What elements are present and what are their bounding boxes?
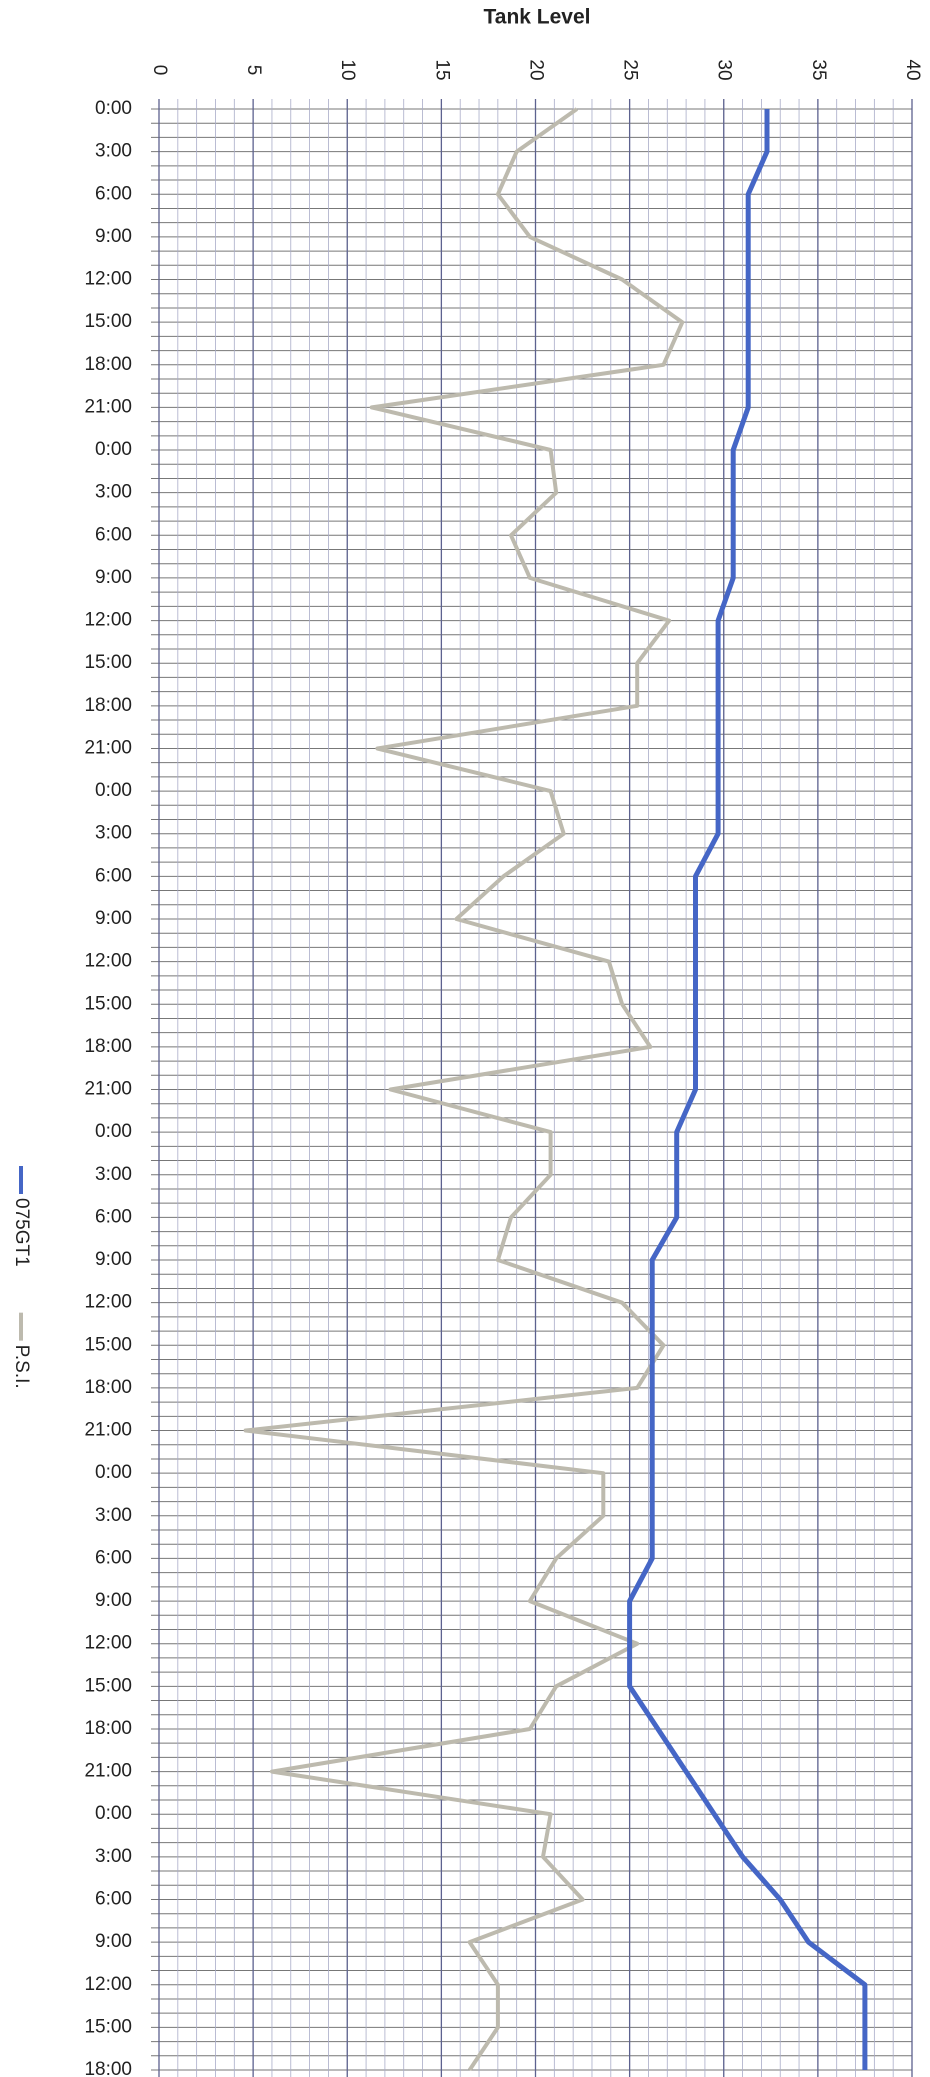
category-label: 12:00 <box>84 1292 132 1313</box>
category-label: 6:00 <box>95 1547 132 1568</box>
category-label: 9:00 <box>95 226 132 247</box>
category-label: 15:00 <box>84 652 132 673</box>
legend-label: P.S.I. <box>11 1345 32 1389</box>
category-label: 12:00 <box>84 269 132 290</box>
category-label: 21:00 <box>84 1079 132 1100</box>
series-line <box>627 109 868 2070</box>
category-label: 0:00 <box>95 1803 132 1824</box>
category-label: 18:00 <box>84 695 132 716</box>
category-label: 0:00 <box>95 1121 132 1142</box>
category-label: 0:00 <box>95 1462 132 1483</box>
value-tick-label: 20 <box>525 59 546 80</box>
value-tick-label: 10 <box>337 59 358 80</box>
category-label: 12:00 <box>84 951 132 972</box>
value-tick-label: 25 <box>620 59 641 80</box>
category-label: 12:00 <box>84 1974 132 1995</box>
category-label: 6:00 <box>95 524 132 545</box>
category-label: 18:00 <box>84 1377 132 1398</box>
category-label: 9:00 <box>95 1590 132 1611</box>
legend: 075GT1 P.S.I. <box>11 1166 32 1389</box>
category-label: 6:00 <box>95 1206 132 1227</box>
category-label: 0:00 <box>95 439 132 460</box>
category-label: 18:00 <box>84 2059 132 2077</box>
category-label: 21:00 <box>84 1420 132 1441</box>
category-label: 15:00 <box>84 311 132 332</box>
category-label: 21:00 <box>84 1761 132 1782</box>
value-tick-label: 5 <box>243 65 264 76</box>
value-tick-label: 15 <box>431 59 452 80</box>
category-label: 21:00 <box>84 737 132 758</box>
category-label: 15:00 <box>84 1334 132 1355</box>
category-label: 3:00 <box>95 1164 132 1185</box>
value-tick-label: 30 <box>714 59 735 80</box>
value-tick-label: 40 <box>902 59 923 80</box>
category-label: 6:00 <box>95 865 132 886</box>
category-label: 15:00 <box>84 2016 132 2037</box>
category-label: 9:00 <box>95 567 132 588</box>
category-label: 18:00 <box>84 354 132 375</box>
category-label: 9:00 <box>95 1931 132 1952</box>
category-label: 18:00 <box>84 1718 132 1739</box>
category-label: 3:00 <box>95 141 132 162</box>
chart-title: Tank Level <box>484 6 591 29</box>
category-label: 12:00 <box>84 1633 132 1654</box>
category-label: 3:00 <box>95 482 132 503</box>
category-label: 9:00 <box>95 908 132 929</box>
category-label: 3:00 <box>95 823 132 844</box>
category-label: 3:00 <box>95 1505 132 1526</box>
category-label: 21:00 <box>84 396 132 417</box>
category-label: 15:00 <box>84 1675 132 1696</box>
category-label: 6:00 <box>95 183 132 204</box>
category-label: 15:00 <box>84 993 132 1014</box>
series-line <box>243 107 685 2072</box>
category-label: 0:00 <box>95 98 132 119</box>
category-label: 18:00 <box>84 1036 132 1057</box>
value-tick-label: 0 <box>149 65 170 76</box>
category-label: 0:00 <box>95 780 132 801</box>
legend-label: 075GT1 <box>11 1198 32 1267</box>
category-label: 3:00 <box>95 1846 132 1867</box>
category-label: 6:00 <box>95 1888 132 1909</box>
value-tick-label: 35 <box>808 59 829 80</box>
category-label: 12:00 <box>84 610 132 631</box>
category-label: 9:00 <box>95 1249 132 1270</box>
